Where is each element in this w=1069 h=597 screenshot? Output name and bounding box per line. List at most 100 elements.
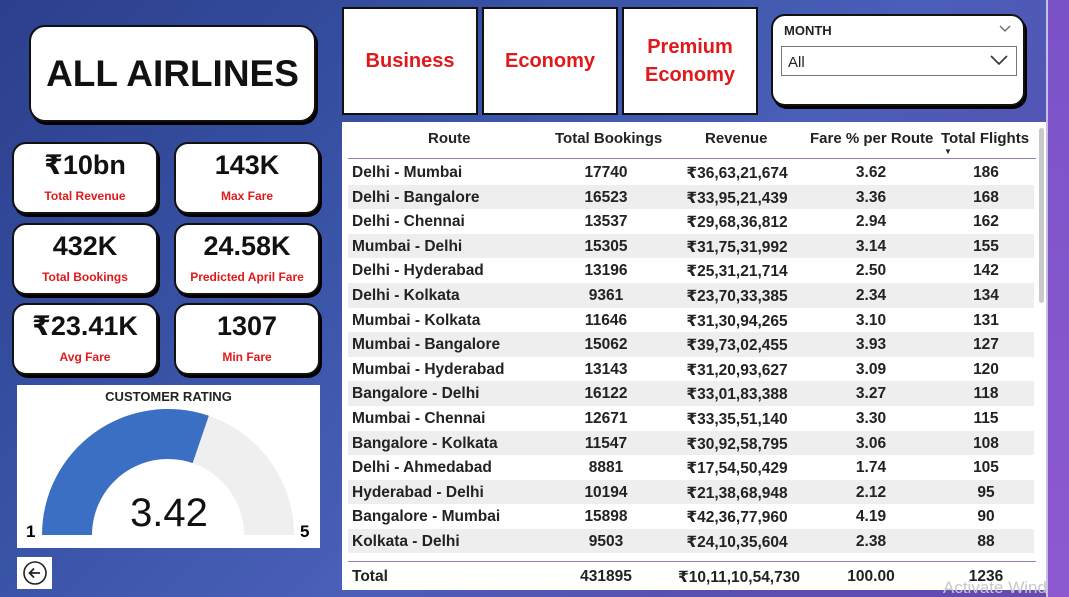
bookings-cell: 11646 [584,311,628,329]
premium-economy-button[interactable]: Premium Economy [622,7,758,115]
month-selected-value: All [788,54,805,71]
table-row[interactable]: Delhi - Ahmedabad 8881 ₹17,54,50,429 1.74 10… [348,455,1034,480]
fare-percent-cell: 2.34 [855,286,887,304]
bookings-cell: 10194 [584,483,628,501]
table-total-row: Total 431895 ₹10,11,10,54,730 100.00 123… [348,561,1036,590]
chevron-down-icon [990,50,1008,71]
business-button[interactable]: Business [342,7,478,115]
col-revenue[interactable]: Revenue [705,130,768,147]
bookings-cell: 16122 [584,385,628,403]
total-revenue: ₹10,11,10,54,730 [678,569,800,586]
economy-button[interactable]: Economy [482,7,618,115]
fare-percent-cell: 3.14 [855,237,887,255]
kpi-avg-fare: ₹23.41K Avg Fare [12,303,158,375]
total-label: Total [352,568,388,585]
flights-cell: 186 [973,164,999,181]
flights-cell: 131 [973,311,999,329]
table-row[interactable]: Mumbai - Hyderabad 13143 ₹31,20,93,627 3.09… [348,357,1034,382]
flights-cell: 90 [977,508,995,526]
gauge-chart [42,409,294,535]
route-cell: Delhi - Hyderabad [352,262,484,280]
month-slicer: MONTH All [771,14,1025,106]
table-row[interactable]: Bangalore - Kolkata 11547 ₹30,92,58,795 3.0… [348,430,1034,456]
route-cell: Delhi - Mumbai [352,164,463,181]
chevron-down-icon[interactable] [999,22,1011,36]
sort-desc-icon[interactable]: ▼ [944,147,952,156]
table-row[interactable]: Hyderabad - Delhi 10194 ₹21,38,68,948 2.12 9… [348,479,1034,505]
routes-table: Route Total Bookings Revenue Fare % per … [342,122,1046,590]
kpi-value: ₹23.41K [32,311,138,341]
route-cell: Bangalore - Mumbai [352,508,501,526]
table-row[interactable]: Delhi - Mumbai 17740 ₹36,63,21,674 3.62 186 [348,160,1034,185]
fare-percent-cell: 2.50 [855,262,887,280]
flights-cell: 95 [977,483,995,501]
route-cell: Mumbai - Kolkata [352,311,481,329]
kpi-label: Predicted April Fare [190,270,304,284]
table-body: Delhi - Mumbai 17740 ₹36,63,21,674 3.62 186 D… [348,160,1034,553]
route-cell: Hyderabad - Delhi [352,483,484,501]
fare-percent-cell: 3.30 [855,409,887,427]
revenue-cell: ₹30,92,58,795 [686,435,788,453]
flights-cell: 162 [973,213,999,231]
table-row[interactable]: Bangalore - Mumbai 15898 ₹42,36,77,960 4.19… [348,504,1034,529]
col-total-bookings[interactable]: Total Bookings [555,130,663,147]
route-cell: Mumbai - Bangalore [352,336,501,354]
bookings-cell: 13143 [584,360,628,378]
route-cell: Delhi - Ahmedabad [352,459,492,477]
activation-watermark: Activate Wind [943,578,1047,597]
route-cell: Delhi - Kolkata [352,286,460,304]
table-row[interactable]: Delhi - Bangalore 16523 ₹33,95,21,439 3.36 1… [348,184,1034,210]
gauge-value: 3.42 [130,491,208,535]
revenue-cell: ₹23,70,33,385 [686,287,788,305]
kpi-total-revenue: ₹10bn Total Revenue [12,142,158,214]
table-row[interactable]: Mumbai - Kolkata 11646 ₹31,30,94,265 3.10 13… [348,308,1034,333]
fare-percent-cell: 4.19 [855,508,887,526]
route-cell: Bangalore - Delhi [352,385,480,403]
table-row[interactable]: Delhi - Chennai 13537 ₹29,68,36,812 2.94 162 [348,209,1034,234]
col-route[interactable]: Route [428,130,471,147]
fare-percent-cell: 3.62 [855,164,887,181]
kpi-value: ₹10bn [44,150,126,180]
col-fare-percent[interactable]: Fare % per Route [810,130,934,147]
revenue-cell: ₹33,01,83,388 [686,386,788,404]
gauge-fill [42,409,209,535]
total-fare-percent: 100.00 [847,568,895,585]
revenue-cell: ₹39,73,02,455 [686,337,788,355]
route-cell: Delhi - Bangalore [352,188,480,206]
revenue-cell: ₹24,10,35,604 [686,533,788,551]
bookings-cell: 15305 [584,237,628,255]
fare-percent-cell: 3.36 [855,188,887,206]
kpi-value: 1307 [216,311,278,341]
table-row[interactable]: Delhi - Kolkata 9361 ₹23,70,33,385 2.34 134 [348,282,1034,308]
fare-percent-cell: 3.93 [855,336,887,354]
month-dropdown[interactable]: All [781,46,1017,76]
kpi-value: 24.58K [203,231,291,261]
table-row[interactable]: Delhi - Hyderabad 13196 ₹25,31,21,714 2.50 1… [348,258,1034,283]
route-cell: Kolkata - Delhi [352,532,460,550]
table-row[interactable]: Mumbai - Delhi 15305 ₹31,75,31,992 3.14 155 [348,233,1034,259]
kpi-label: Min Fare [222,350,272,364]
fare-percent-cell: 2.12 [855,483,887,501]
total-flights: 1236 [968,568,1004,585]
flights-cell: 155 [973,237,999,255]
revenue-cell: ₹29,68,36,812 [686,214,788,232]
page-title: ALL AIRLINES [29,25,316,122]
table-row[interactable]: Kolkata - Delhi 9503 ₹24,10,35,604 2.38 88 [348,528,1034,553]
col-total-flights[interactable]: Total Flights [941,130,1030,147]
back-button[interactable] [17,557,52,589]
route-cell: Mumbai - Hyderabad [352,360,505,378]
table-row[interactable]: Bangalore - Delhi 16122 ₹33,01,83,388 3.27 1… [348,381,1034,406]
gauge-min-label: 1 [26,522,36,541]
kpi-value: 143K [214,150,280,180]
table-scrollbar[interactable] [1039,128,1044,303]
bookings-cell: 12671 [584,409,628,427]
flights-cell: 88 [977,532,995,550]
bookings-cell: 11547 [584,434,628,452]
bookings-cell: 15062 [584,336,628,354]
table-row[interactable]: Mumbai - Chennai 12671 ₹33,35,51,140 3.30 11… [348,406,1034,431]
table-row[interactable]: Mumbai - Bangalore 15062 ₹39,73,02,455 3.93… [348,332,1034,357]
bookings-cell: 13196 [584,262,628,280]
fare-percent-cell: 3.06 [855,434,887,452]
revenue-cell: ₹31,20,93,627 [686,361,788,379]
flights-cell: 115 [973,409,999,427]
